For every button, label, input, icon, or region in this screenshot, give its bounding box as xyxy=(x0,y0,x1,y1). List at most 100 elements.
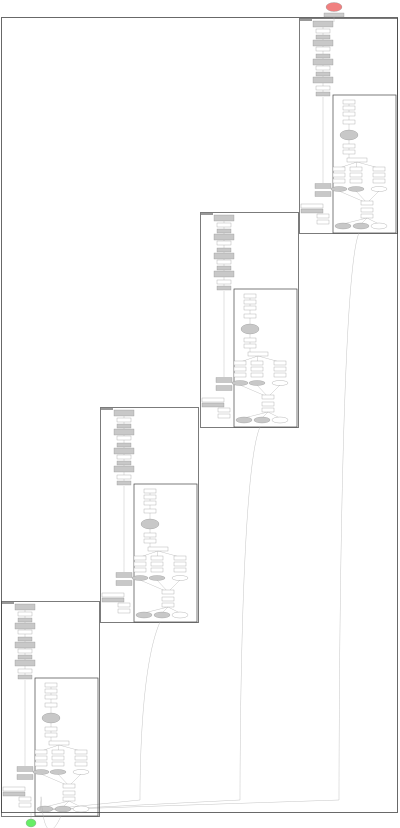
process-node xyxy=(115,580,133,586)
step-node xyxy=(133,555,147,561)
step-node xyxy=(150,567,164,573)
step-node xyxy=(116,454,132,460)
cluster xyxy=(100,407,199,623)
step-node xyxy=(201,397,225,403)
step-node xyxy=(34,755,48,761)
step-node xyxy=(173,567,187,573)
decision-node xyxy=(131,575,149,581)
step-node xyxy=(62,783,76,789)
decision-node xyxy=(153,611,171,619)
decision-node xyxy=(171,611,189,619)
process-node xyxy=(312,20,334,28)
step-node xyxy=(273,360,287,366)
step-node xyxy=(18,802,32,808)
inner-cluster xyxy=(332,94,397,234)
cluster xyxy=(299,18,398,234)
step-node xyxy=(44,726,58,732)
decision-node xyxy=(135,611,153,619)
decision-node xyxy=(334,222,352,230)
step-node xyxy=(17,611,33,617)
step-node xyxy=(372,166,386,172)
process-node xyxy=(300,208,324,214)
process-node xyxy=(216,228,232,234)
inner-cluster xyxy=(233,288,298,428)
edge xyxy=(143,606,169,614)
decision-node xyxy=(41,712,61,724)
step-node xyxy=(17,629,33,635)
process-node xyxy=(213,270,235,278)
step-node xyxy=(315,46,331,52)
step-node xyxy=(143,494,157,500)
step-node xyxy=(250,372,264,378)
step-node xyxy=(349,172,363,178)
cluster xyxy=(1,601,100,817)
process-node xyxy=(215,377,233,383)
step-node xyxy=(17,668,33,674)
cluster xyxy=(200,212,299,428)
step-node xyxy=(143,488,157,494)
step-node xyxy=(117,608,131,614)
process-node xyxy=(101,597,125,603)
step-node xyxy=(161,589,175,595)
step-node xyxy=(273,366,287,372)
decision-node xyxy=(32,769,50,775)
process-node xyxy=(215,385,233,391)
step-node xyxy=(147,546,169,552)
step-node xyxy=(332,178,346,184)
step-node xyxy=(233,372,247,378)
step-node xyxy=(233,360,247,366)
decision-node xyxy=(235,416,253,424)
step-node xyxy=(316,213,330,219)
step-node xyxy=(243,293,257,299)
step-node xyxy=(44,702,58,708)
step-node xyxy=(261,394,275,400)
process-node xyxy=(16,774,34,780)
step-node xyxy=(372,172,386,178)
process-node xyxy=(315,71,331,77)
step-node xyxy=(161,602,175,608)
process-node xyxy=(201,402,225,408)
cluster-label-bar xyxy=(2,602,14,604)
process-node xyxy=(315,91,331,97)
decision-node xyxy=(36,805,54,813)
step-node xyxy=(44,688,58,694)
decision-node xyxy=(231,380,249,386)
step-node xyxy=(62,796,76,802)
cluster-label-bar xyxy=(201,213,213,215)
process-node xyxy=(315,53,331,59)
process-node xyxy=(17,617,33,623)
process-node xyxy=(213,233,235,241)
step-node xyxy=(116,435,132,441)
process-node xyxy=(14,641,36,649)
edge xyxy=(39,232,360,811)
step-node xyxy=(315,65,331,71)
step-node xyxy=(150,561,164,567)
step-node xyxy=(173,555,187,561)
process-node xyxy=(14,603,36,611)
step-node xyxy=(342,99,356,105)
process-node xyxy=(216,285,232,291)
decision-node xyxy=(171,575,189,581)
process-node xyxy=(14,659,36,667)
process-node xyxy=(213,214,235,222)
step-node xyxy=(216,240,232,246)
step-node xyxy=(360,200,374,206)
decision-node xyxy=(352,222,370,230)
decision-node xyxy=(240,323,260,335)
process-node xyxy=(113,465,135,473)
step-node xyxy=(62,790,76,796)
process-node xyxy=(17,636,33,642)
step-node xyxy=(250,360,264,366)
step-node xyxy=(243,337,257,343)
step-node xyxy=(143,538,157,544)
process-node xyxy=(113,409,135,417)
process-node xyxy=(113,447,135,455)
step-node xyxy=(360,207,374,213)
step-node xyxy=(143,500,157,506)
step-node xyxy=(74,749,88,755)
step-node xyxy=(74,761,88,767)
step-node xyxy=(48,740,70,746)
step-node xyxy=(346,157,368,163)
decision-node xyxy=(248,380,266,386)
